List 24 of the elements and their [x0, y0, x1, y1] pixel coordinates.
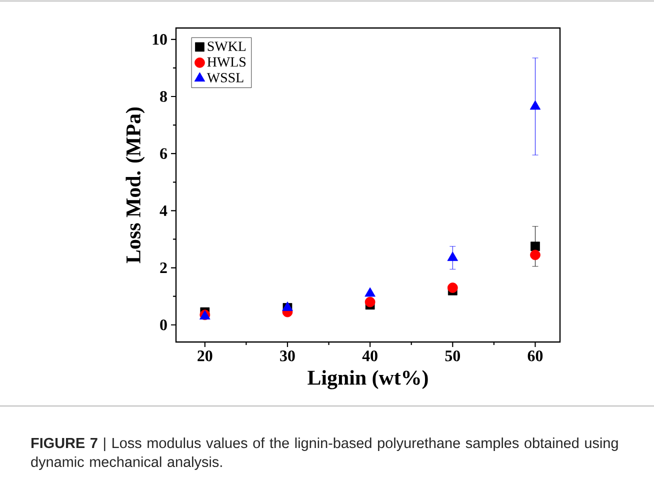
point: [530, 100, 541, 110]
y-tick-label: 6: [160, 148, 168, 159]
x-tick-label: 40: [362, 350, 378, 362]
point: [530, 250, 540, 260]
point: [364, 287, 376, 297]
x-tick-label: 50: [445, 350, 460, 362]
point: [447, 252, 458, 261]
x-tick-label: 60: [528, 350, 543, 362]
y-tick-label: 10: [152, 34, 167, 45]
point: [447, 282, 458, 293]
y-tick-label: 8: [160, 91, 167, 102]
y-tick-label: 0: [160, 320, 167, 330]
legend-label: SWKL: [208, 42, 246, 52]
legend-label: WSSL: [206, 73, 244, 82]
point: [364, 296, 376, 308]
x-tick-label: 30: [280, 350, 295, 362]
legend-label: HWLS: [207, 57, 246, 67]
text: FIGURE 7 | Loss modulus values of the lignin-based polyurethane samples obtained using dynamic mechanical analysis.: [31, 438, 618, 470]
point: [530, 242, 540, 252]
x-axis-title: Lignin (wt%): [308, 370, 428, 390]
y-axis-title: Loss Mod. (MPa): [126, 107, 145, 264]
y-tick-label: 4: [160, 205, 168, 216]
x-tick-label: 20: [198, 350, 212, 362]
y-tick-label: 2: [160, 262, 167, 274]
